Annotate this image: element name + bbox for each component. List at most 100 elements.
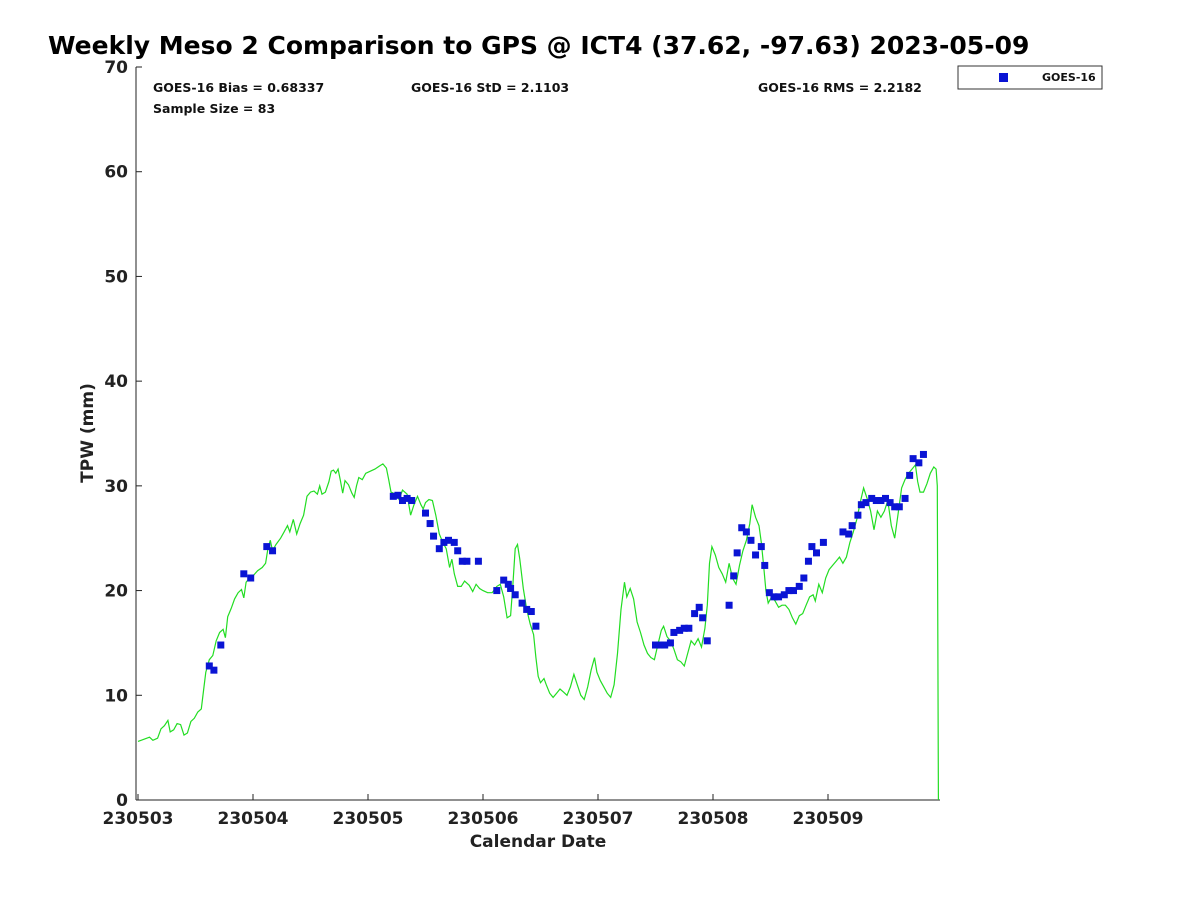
goes-16-point (800, 574, 808, 582)
y-tick-label: 40 (104, 372, 128, 392)
goes-16-point (795, 582, 803, 590)
goes-16-point (895, 503, 903, 511)
goes-16-point (813, 549, 820, 557)
goes-16-point (761, 561, 769, 569)
goes-16-point (738, 524, 746, 532)
y-tick-label: 30 (104, 477, 128, 497)
goes-16-point (854, 511, 862, 519)
stat-std: GOES-16 StD = 2.1103 (411, 80, 569, 95)
goes-16-point (680, 624, 688, 632)
goes-16-point (765, 589, 773, 597)
y-tick-label: 20 (104, 582, 128, 602)
goes-16-point (785, 587, 793, 595)
goes-16-point (695, 603, 703, 611)
x-axis-label: Calendar Date (470, 832, 607, 852)
goes-16-point (742, 528, 750, 536)
y-tick-label: 50 (104, 267, 128, 287)
x-tick-label: 230505 (333, 809, 404, 829)
goes-16-point (901, 494, 909, 502)
goes-16-point (389, 492, 397, 500)
goes-16-point (394, 491, 402, 499)
goes-16-point (500, 576, 508, 584)
goes-16-point (804, 557, 812, 565)
x-tick-label: 230504 (218, 809, 289, 829)
y-tick-label: 70 (104, 58, 128, 78)
stat-rms: GOES-16 RMS = 2.2182 (758, 80, 922, 95)
goes-16-point (906, 471, 914, 479)
chart-title: Weekly Meso 2 Comparison to GPS @ ICT4 (… (48, 31, 1029, 60)
goes-16-point (445, 536, 452, 544)
goes-16-point (511, 591, 519, 599)
goes-16-point (532, 622, 540, 630)
goes-16-point (882, 494, 889, 502)
goes-16-point (790, 587, 797, 595)
legend-box (957, 65, 1103, 90)
goes-16-point (775, 593, 783, 601)
goes-16-point (845, 530, 853, 538)
legend-label-goes-16: GOES-16 (1042, 71, 1096, 84)
y-tick-label: 0 (116, 791, 128, 811)
goes-16-point (808, 543, 816, 551)
x-tick-label: 230508 (678, 809, 749, 829)
goes-16-point (872, 497, 880, 505)
goes-16-point (752, 551, 760, 559)
y-tick-label: 10 (104, 686, 128, 706)
goes-16-point (919, 450, 927, 458)
goes-16-point (868, 494, 876, 502)
goes-16-point (886, 499, 894, 507)
y-axis-label: TPW (mm) (78, 383, 98, 483)
goes-16-point (458, 557, 466, 565)
goes-16-point (210, 666, 218, 674)
goes-16-point (857, 501, 865, 509)
goes-16-point (217, 641, 225, 649)
goes-16-point (205, 662, 213, 670)
goes-16-point (757, 543, 765, 551)
goes-16-point (408, 497, 416, 505)
goes-16-point (703, 637, 711, 645)
goes-16-point (454, 547, 462, 555)
goes-16-point (269, 547, 277, 555)
goes-16-point (518, 599, 526, 607)
goes-16-point (474, 557, 482, 565)
goes-16-point (730, 572, 738, 580)
x-ticks: 230503 230504 230505 230506 230507 230508 2305… (103, 794, 864, 829)
goes-16-point (685, 624, 693, 632)
legend-marker-goes-16 (999, 73, 1008, 82)
goes-16-point (399, 497, 406, 505)
goes-16-point (670, 628, 678, 636)
goes-16-point (725, 601, 733, 609)
goes-16-point (430, 532, 438, 540)
goes-16-point (450, 538, 458, 546)
goes-16-point (661, 641, 669, 649)
gps-line-layer (137, 463, 939, 801)
goes-16-point (656, 641, 664, 649)
goes-16-point (507, 584, 515, 592)
goes-points-layer (205, 450, 927, 674)
y-tick-label: 60 (104, 163, 128, 183)
goes-16-point (915, 459, 923, 467)
goes-16-point (493, 587, 501, 595)
goes-16-point (780, 591, 788, 599)
goes-16-point (909, 455, 917, 463)
goes-16-point (247, 574, 255, 582)
goes-16-point (691, 610, 699, 618)
goes-16-point (819, 538, 827, 546)
goes-16-point (403, 494, 411, 502)
goes-16-point (839, 528, 847, 536)
goes-16-point (463, 557, 471, 565)
goes-16-point (240, 570, 248, 578)
goes-16-point (862, 499, 870, 507)
goes-16-point (676, 626, 684, 634)
stat-bias: GOES-16 Bias = 0.68337 (153, 80, 324, 95)
goes-16-point (877, 497, 885, 505)
goes-16-point (440, 538, 448, 546)
goes-16-point (848, 522, 856, 530)
goes-16-point (523, 605, 531, 613)
x-tick-label: 230503 (103, 809, 174, 829)
legend: GOES-16 (957, 65, 1103, 90)
goes-16-point (747, 536, 755, 544)
x-tick-label: 230509 (793, 809, 864, 829)
goes-16-point (652, 641, 659, 649)
goes-16-point (770, 593, 778, 601)
